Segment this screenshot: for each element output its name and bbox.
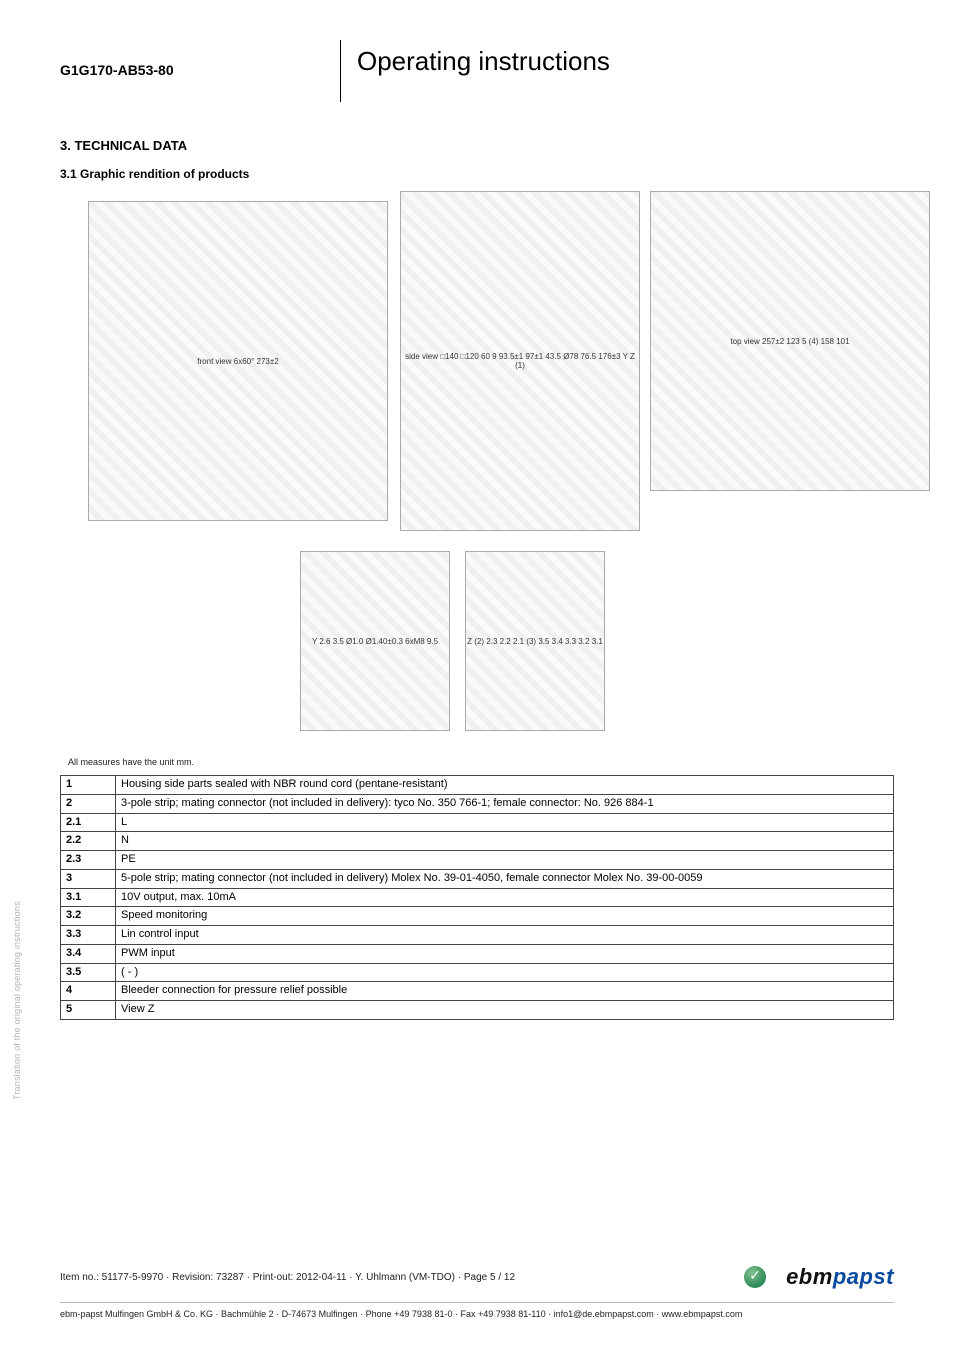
spec-value: 5-pole strip; mating connector (not incl…: [116, 869, 894, 888]
spec-key: 2.2: [61, 832, 116, 851]
brand-papst: papst: [833, 1264, 894, 1289]
spec-key: 2: [61, 794, 116, 813]
product-code: G1G170-AB53-80: [60, 40, 340, 78]
spec-value: Speed monitoring: [116, 907, 894, 926]
page-title: Operating instructions: [357, 46, 610, 76]
spec-value: View Z: [116, 1001, 894, 1020]
table-row: 3.5( - ): [61, 963, 894, 982]
spec-key: 2.3: [61, 851, 116, 870]
footer-item-info: Item no.: 51177-5-9970 · Revision: 73287…: [60, 1272, 515, 1283]
spec-key: 1: [61, 776, 116, 795]
spec-key: 3.4: [61, 944, 116, 963]
footer-divider: [60, 1302, 894, 1303]
table-row: 35-pole strip; mating connector (not inc…: [61, 869, 894, 888]
title-wrap: Operating instructions: [340, 40, 610, 102]
table-row: 3.3Lin control input: [61, 926, 894, 945]
spec-value: Lin control input: [116, 926, 894, 945]
table-row: 2.1L: [61, 813, 894, 832]
table-row: 5View Z: [61, 1001, 894, 1020]
spec-key: 3.1: [61, 888, 116, 907]
spec-value: PE: [116, 851, 894, 870]
units-note: All measures have the unit mm.: [68, 757, 894, 767]
table-row: 23-pole strip; mating connector (not inc…: [61, 794, 894, 813]
footer-company-line: ebm-papst Mulfingen GmbH & Co. KG · Bach…: [60, 1309, 894, 1319]
green-check-badge-icon: [744, 1266, 766, 1288]
spec-key: 3.2: [61, 907, 116, 926]
spec-value: ( - ): [116, 963, 894, 982]
table-row: 3.2Speed monitoring: [61, 907, 894, 926]
spec-key: 2.1: [61, 813, 116, 832]
table-row: 3.110V output, max. 10mA: [61, 888, 894, 907]
spec-value: N: [116, 832, 894, 851]
technical-drawings: front view 6x60° 273±2side view □140 □12…: [60, 191, 894, 751]
table-row: 4Bleeder connection for pressure relief …: [61, 982, 894, 1001]
spec-key: 3.5: [61, 963, 116, 982]
spec-value: Housing side parts sealed with NBR round…: [116, 776, 894, 795]
spec-key: 4: [61, 982, 116, 1001]
spec-value: L: [116, 813, 894, 832]
spec-key: 3: [61, 869, 116, 888]
table-row: 3.4PWM input: [61, 944, 894, 963]
sub-heading: 3.1 Graphic rendition of products: [60, 167, 894, 181]
page-header: G1G170-AB53-80 Operating instructions: [60, 40, 894, 102]
table-row: 2.3PE: [61, 851, 894, 870]
spec-value: PWM input: [116, 944, 894, 963]
spec-value: Bleeder connection for pressure relief p…: [116, 982, 894, 1001]
page-footer: Item no.: 51177-5-9970 · Revision: 73287…: [60, 1264, 894, 1319]
drawing-detail-Y: Y 2.6 3.5 Ø1.0 Ø1.40±0.3 6xM8 9.5: [300, 551, 450, 731]
side-translation-label: Translation of the original operating in…: [12, 901, 22, 1100]
drawing-detail-Z: Z (2) 2.3 2.2 2.1 (3) 3.5 3.4 3.3 3.2 3.…: [465, 551, 605, 731]
spec-table: 1Housing side parts sealed with NBR roun…: [60, 775, 894, 1020]
spec-value: 3-pole strip; mating connector (not incl…: [116, 794, 894, 813]
section-heading: 3. TECHNICAL DATA: [60, 138, 894, 153]
drawing-front-view: front view 6x60° 273±2: [88, 201, 388, 521]
brand-logo: ebmpapst: [786, 1264, 894, 1290]
drawing-top-view: top view 257±2 123 5 (4) 158 101: [650, 191, 930, 491]
spec-key: 3.3: [61, 926, 116, 945]
spec-key: 5: [61, 1001, 116, 1020]
brand-ebm: ebm: [786, 1264, 833, 1289]
table-row: 1Housing side parts sealed with NBR roun…: [61, 776, 894, 795]
drawing-side-view: side view □140 □120 60 9 93.5±1 97±1 43.…: [400, 191, 640, 531]
spec-value: 10V output, max. 10mA: [116, 888, 894, 907]
table-row: 2.2N: [61, 832, 894, 851]
